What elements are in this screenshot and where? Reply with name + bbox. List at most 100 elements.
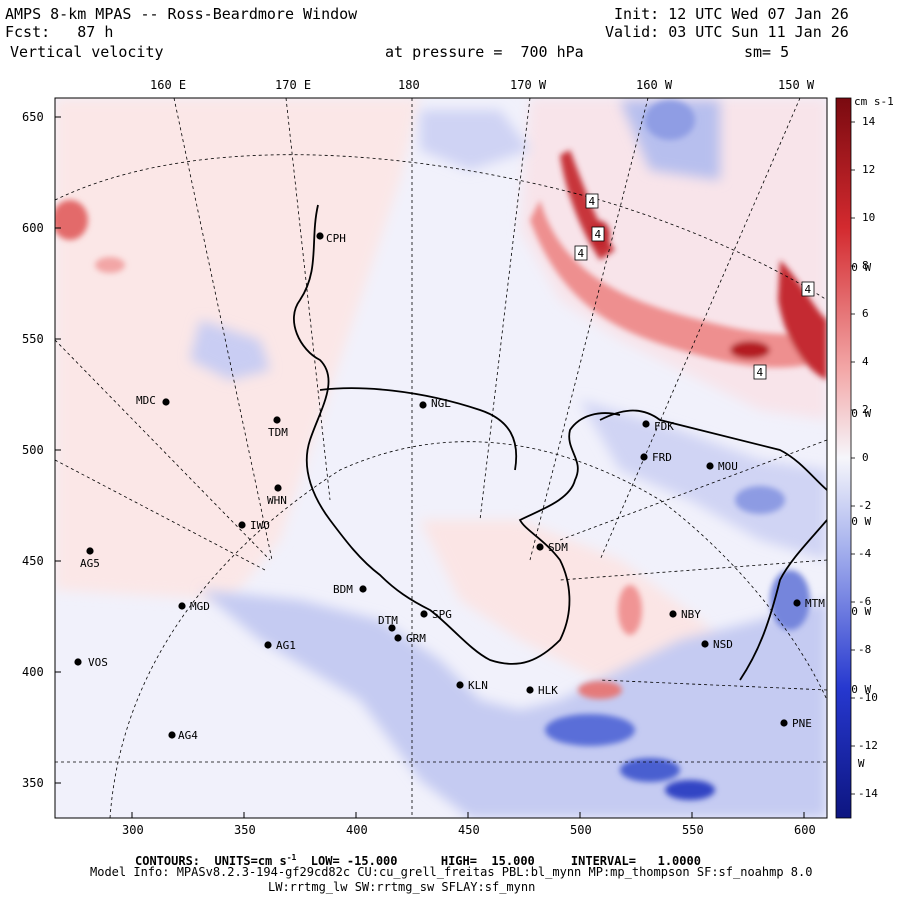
y-tick-label: 350 bbox=[22, 776, 44, 790]
station-label: CPH bbox=[326, 232, 346, 245]
station-label: MGD bbox=[190, 600, 210, 613]
colorbar-tick-label: 14 bbox=[862, 115, 876, 128]
station-label: BDM bbox=[333, 583, 353, 596]
station-layer: CPH NGL MDC TDM FDK FRD MOU WHN IWO SDM AG5 BDM MGD D… bbox=[74, 232, 825, 742]
station-marker bbox=[74, 658, 82, 666]
station-label: NGL bbox=[431, 397, 451, 410]
station-marker bbox=[642, 420, 650, 428]
station-marker bbox=[419, 401, 427, 409]
coastline bbox=[293, 204, 827, 681]
station-label: MDC bbox=[136, 394, 156, 407]
axis-ticks bbox=[55, 116, 805, 818]
graticule bbox=[55, 98, 827, 818]
x-tick-label: 300 bbox=[122, 823, 144, 837]
lon-label-top: 180 bbox=[398, 78, 420, 92]
station-marker bbox=[316, 232, 324, 240]
colorbar-tick-label: -4 bbox=[858, 547, 872, 560]
contour-info: CONTOURS: UNITS=cm s-1 LOW= -15.000 HIGH… bbox=[135, 853, 701, 868]
colorbar-units: cm s-1 bbox=[854, 95, 894, 108]
field-name: Vertical velocity bbox=[10, 43, 164, 61]
contour-label-box bbox=[801, 281, 815, 297]
station-marker bbox=[669, 610, 677, 618]
x-tick-label: 500 bbox=[570, 823, 592, 837]
x-tick-label: 400 bbox=[346, 823, 368, 837]
y-tick-label: 400 bbox=[22, 665, 44, 679]
station-label: FRD bbox=[652, 451, 672, 464]
station-marker bbox=[274, 484, 282, 492]
lon-label-top: 160 W bbox=[636, 78, 673, 92]
init-time: Init: 12 UTC Wed 07 Jan 26 bbox=[614, 5, 849, 23]
station-label: SDM bbox=[548, 541, 568, 554]
colorbar-tick-label: -2 bbox=[858, 499, 872, 512]
y-tick-label: 450 bbox=[22, 554, 44, 568]
station-label: WHN bbox=[267, 494, 287, 507]
strong-negative-cells bbox=[545, 100, 810, 800]
station-marker bbox=[526, 686, 534, 694]
model-info: Model Info: MPASv8.2.3-194-gf29cd82c CU:… bbox=[90, 865, 813, 879]
lon-label-top: 160 E bbox=[150, 78, 187, 92]
negative-region-fills bbox=[190, 100, 827, 818]
colorbar-tick-label: 10 bbox=[862, 211, 876, 224]
colorbar-tick-label: 4 bbox=[862, 355, 869, 368]
colorbar-tick-label: 0 bbox=[862, 451, 869, 464]
y-tick-label: 500 bbox=[22, 443, 44, 457]
station-marker bbox=[178, 602, 186, 610]
station-label: GRM bbox=[406, 632, 426, 645]
station-marker bbox=[394, 634, 402, 642]
station-label: KLN bbox=[468, 679, 488, 692]
plot-frame bbox=[54, 97, 828, 819]
colorbar-tick-label: 2 bbox=[862, 403, 869, 416]
station-label: MOU bbox=[718, 460, 738, 473]
x-tick-label: 550 bbox=[682, 823, 704, 837]
colorbar-tick-label: -10 bbox=[858, 691, 878, 704]
station-marker bbox=[706, 462, 714, 470]
station-label: FDK bbox=[654, 420, 674, 433]
station-label: PNE bbox=[792, 717, 812, 730]
lon-label-top: 150 W bbox=[778, 78, 815, 92]
station-marker bbox=[780, 719, 788, 727]
station-marker bbox=[273, 416, 281, 424]
lon-label-right: 120 W bbox=[838, 515, 872, 528]
station-marker bbox=[536, 543, 544, 551]
contour-label: 4 bbox=[578, 247, 585, 260]
contour-label: 4 bbox=[595, 228, 602, 241]
y-tick-label: 600 bbox=[22, 221, 44, 235]
smoothing-value: sm= 5 bbox=[744, 43, 790, 61]
station-marker bbox=[264, 641, 272, 649]
station-label: IWO bbox=[250, 519, 270, 532]
valid-time: Valid: 03 UTC Sun 11 Jan 26 bbox=[605, 23, 849, 41]
contour-label-box bbox=[753, 364, 767, 380]
colorbar-tick-label: 12 bbox=[862, 163, 876, 176]
station-marker bbox=[238, 521, 246, 529]
station-label: AG5 bbox=[80, 557, 100, 570]
contour-label: 4 bbox=[805, 283, 812, 296]
x-tick-label: 600 bbox=[794, 823, 816, 837]
contour-label: 4 bbox=[589, 195, 596, 208]
contour-label-box bbox=[585, 193, 599, 209]
colorbar-tick-label: -8 bbox=[858, 643, 872, 656]
station-label: HLK bbox=[538, 684, 558, 697]
pressure-level: at pressure = 700 hPa bbox=[385, 43, 584, 61]
station-marker bbox=[388, 624, 396, 632]
station-marker bbox=[456, 681, 464, 689]
map-title: AMPS 8-km MPAS -- Ross-Beardmore Window bbox=[5, 5, 358, 23]
station-marker bbox=[86, 547, 94, 555]
station-marker bbox=[701, 640, 709, 648]
y-tick-label: 550 bbox=[22, 332, 44, 346]
station-marker bbox=[168, 731, 176, 739]
station-marker bbox=[420, 610, 428, 618]
station-marker bbox=[640, 453, 648, 461]
x-tick-label: 450 bbox=[458, 823, 480, 837]
station-label: SPG bbox=[432, 608, 452, 621]
colorbar-tick-label: -12 bbox=[858, 739, 878, 752]
station-marker bbox=[793, 599, 801, 607]
lon-label-top: 170 W bbox=[510, 78, 547, 92]
station-label: NBY bbox=[681, 608, 701, 621]
model-info-physics: LW:rrtmg_lw SW:rrtmg_sw SFLAY:sf_mynn bbox=[268, 880, 536, 894]
station-label: AG1 bbox=[276, 639, 296, 652]
station-label: DTM bbox=[378, 614, 398, 627]
lon-label-top: 170 E bbox=[275, 78, 312, 92]
station-label: VOS bbox=[88, 656, 108, 669]
y-tick-label: 650 bbox=[22, 110, 44, 124]
